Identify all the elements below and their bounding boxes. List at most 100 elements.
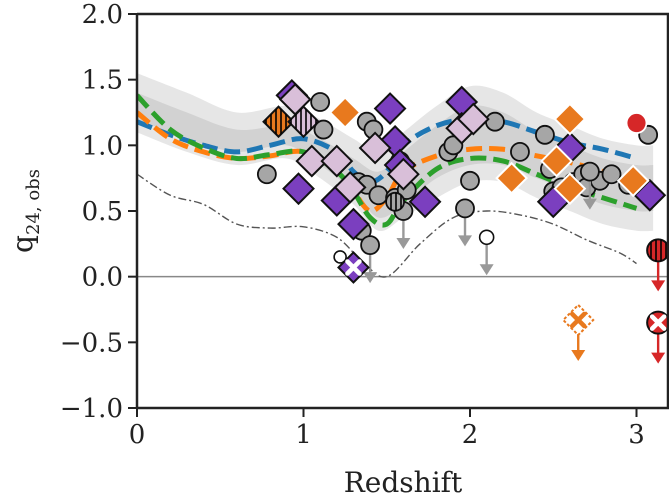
y-tick-label: 0.5 [82,197,123,227]
model-line-3 [137,93,638,228]
point-diamond [408,185,442,219]
point-circle [455,198,475,219]
data-point [386,157,420,191]
limit-arrow-head [479,264,494,276]
x-axis-label: Redshift [344,466,463,499]
data-point [337,207,370,241]
data-point [646,238,669,292]
point-diamond [358,131,392,165]
data-point [460,170,480,191]
data-point [646,310,669,364]
point-hatch [263,106,294,137]
data-point [358,131,392,165]
cross-mark [649,314,667,331]
point-diamond [495,161,529,195]
point-circle [310,92,331,112]
point-diamond [456,102,490,136]
limit-arrow-head [582,198,597,210]
data-point [320,144,354,178]
point-circle [625,112,648,134]
point-diamond [553,172,587,206]
point-circle [368,185,389,206]
data-point [495,161,529,195]
point-diamond [328,96,362,129]
point-circle [360,235,381,256]
y-axis-label-main: q [6,235,39,253]
cross-mark [345,259,362,276]
point-circle [313,119,334,140]
y-tick-label: 1.0 [82,131,123,161]
limit-arrow-head [651,352,666,364]
point-hatch [288,106,319,137]
data-point [337,251,370,284]
limit-arrow-head [458,235,473,247]
data-point [385,191,405,212]
point-diamond [553,102,587,136]
y-tick-label: 2.0 [82,0,123,30]
x-tick-label: 3 [628,420,645,450]
data-point [579,161,600,210]
axes: −1.0 −0.5 0.0 0.5 1.0 1.5 2.0 0 1 2 3 [60,0,669,450]
limit-arrow-head [363,272,378,284]
y-tick-label: 1.5 [82,66,123,96]
data-point [625,112,648,134]
point-diamond [337,207,370,241]
x-tick-label: 0 [129,420,146,450]
data-point [540,144,573,178]
point-circle [601,164,622,185]
data-point [478,229,495,276]
data-point [510,141,530,162]
point-diamond [540,144,573,178]
model-line-2 [137,110,638,214]
point-circle [535,124,555,145]
y-tick-label: −1.0 [60,394,123,424]
point-diamond [616,164,650,198]
point-circle-open [333,250,347,264]
point-circle [579,161,600,182]
data-point [333,250,347,264]
y-axis-label-subscript: 24, obs [23,169,44,235]
point-diamond [373,92,407,125]
data-point [333,170,367,204]
y-tick-label: 0.0 [82,263,123,293]
data-point [535,124,555,145]
data-point [553,102,587,136]
data-point [256,164,277,185]
point-circle [460,170,480,191]
data-point [408,185,442,219]
point-diamond [386,157,420,191]
data-point [455,198,475,247]
y-axis-label: q24, obs [6,169,44,253]
point-circle-open [478,229,495,246]
point-diamond [333,170,367,204]
limit-arrow-head [571,350,586,362]
y-tick-label: −0.5 [60,328,123,358]
data-point [310,92,331,112]
point-hatch [386,192,405,211]
data-point [328,96,362,129]
plot-area [137,73,669,364]
data-point [373,92,407,125]
data-point [616,164,650,198]
data-point [485,111,505,132]
data-point [313,119,334,140]
data-points [256,79,669,364]
point-circle [510,141,530,162]
cross-mark [569,311,587,329]
point-diamond [282,172,315,206]
data-point [456,102,490,136]
data-point [295,144,329,178]
data-point [601,164,622,185]
x-tick-label: 2 [462,420,479,450]
point-diamond [320,144,354,178]
data-point [262,105,295,139]
point-hatch [647,239,669,262]
limit-arrow-head [651,280,666,292]
data-point [368,185,389,206]
data-point [360,235,381,284]
lower-limit-curve [137,173,637,278]
data-point [561,303,595,362]
data-point [553,172,587,206]
data-point [287,105,320,139]
